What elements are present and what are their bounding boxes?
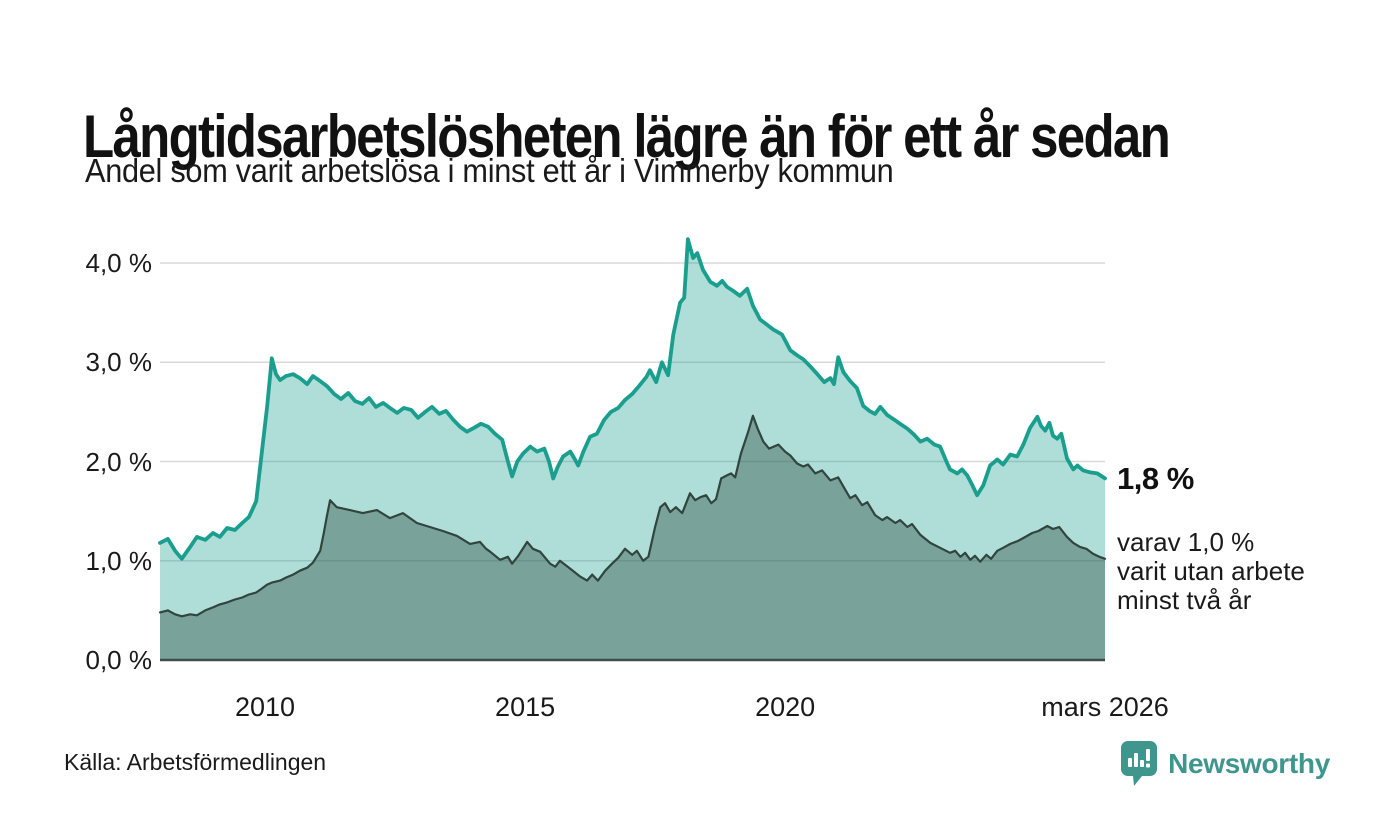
newsworthy-bubble-icon — [1121, 741, 1158, 786]
series-line-1 — [158, 237, 1107, 561]
y-tick-label: 4,0 % — [85, 248, 153, 278]
x-tick-label: 2015 — [495, 692, 556, 722]
chart-subtitle: Andel som varit arbetslösa i minst ett å… — [85, 152, 894, 189]
y-tick-label: 2,0 % — [85, 446, 153, 477]
y-tick-label: 0,0 % — [85, 645, 153, 675]
series-area-2 — [160, 415, 1105, 660]
y-tick-label: 1,0 % — [85, 545, 153, 576]
x-tick-label: 2010 — [235, 692, 296, 722]
latest-value-label: 1,8 % — [1117, 461, 1194, 496]
two-year-annotation: varav 1,0 % varit utan arbete minst två … — [1117, 527, 1305, 615]
x-tick-label: 2020 — [755, 692, 816, 722]
y-tick-label: 3,0 % — [85, 347, 153, 378]
newsworthy-wordmark: Newsworthy — [1168, 747, 1330, 779]
page-title: Långtidsarbetslösheten lägre än för ett … — [83, 103, 1171, 171]
series-line-2 — [158, 414, 1107, 618]
source-caption: Källa: Arbetsförmedlingen — [64, 749, 327, 775]
series-area-1 — [160, 239, 1105, 660]
newsworthy-logo: Newsworthy — [1120, 740, 1330, 787]
x-tick-label: mars 2026 — [1041, 692, 1169, 722]
